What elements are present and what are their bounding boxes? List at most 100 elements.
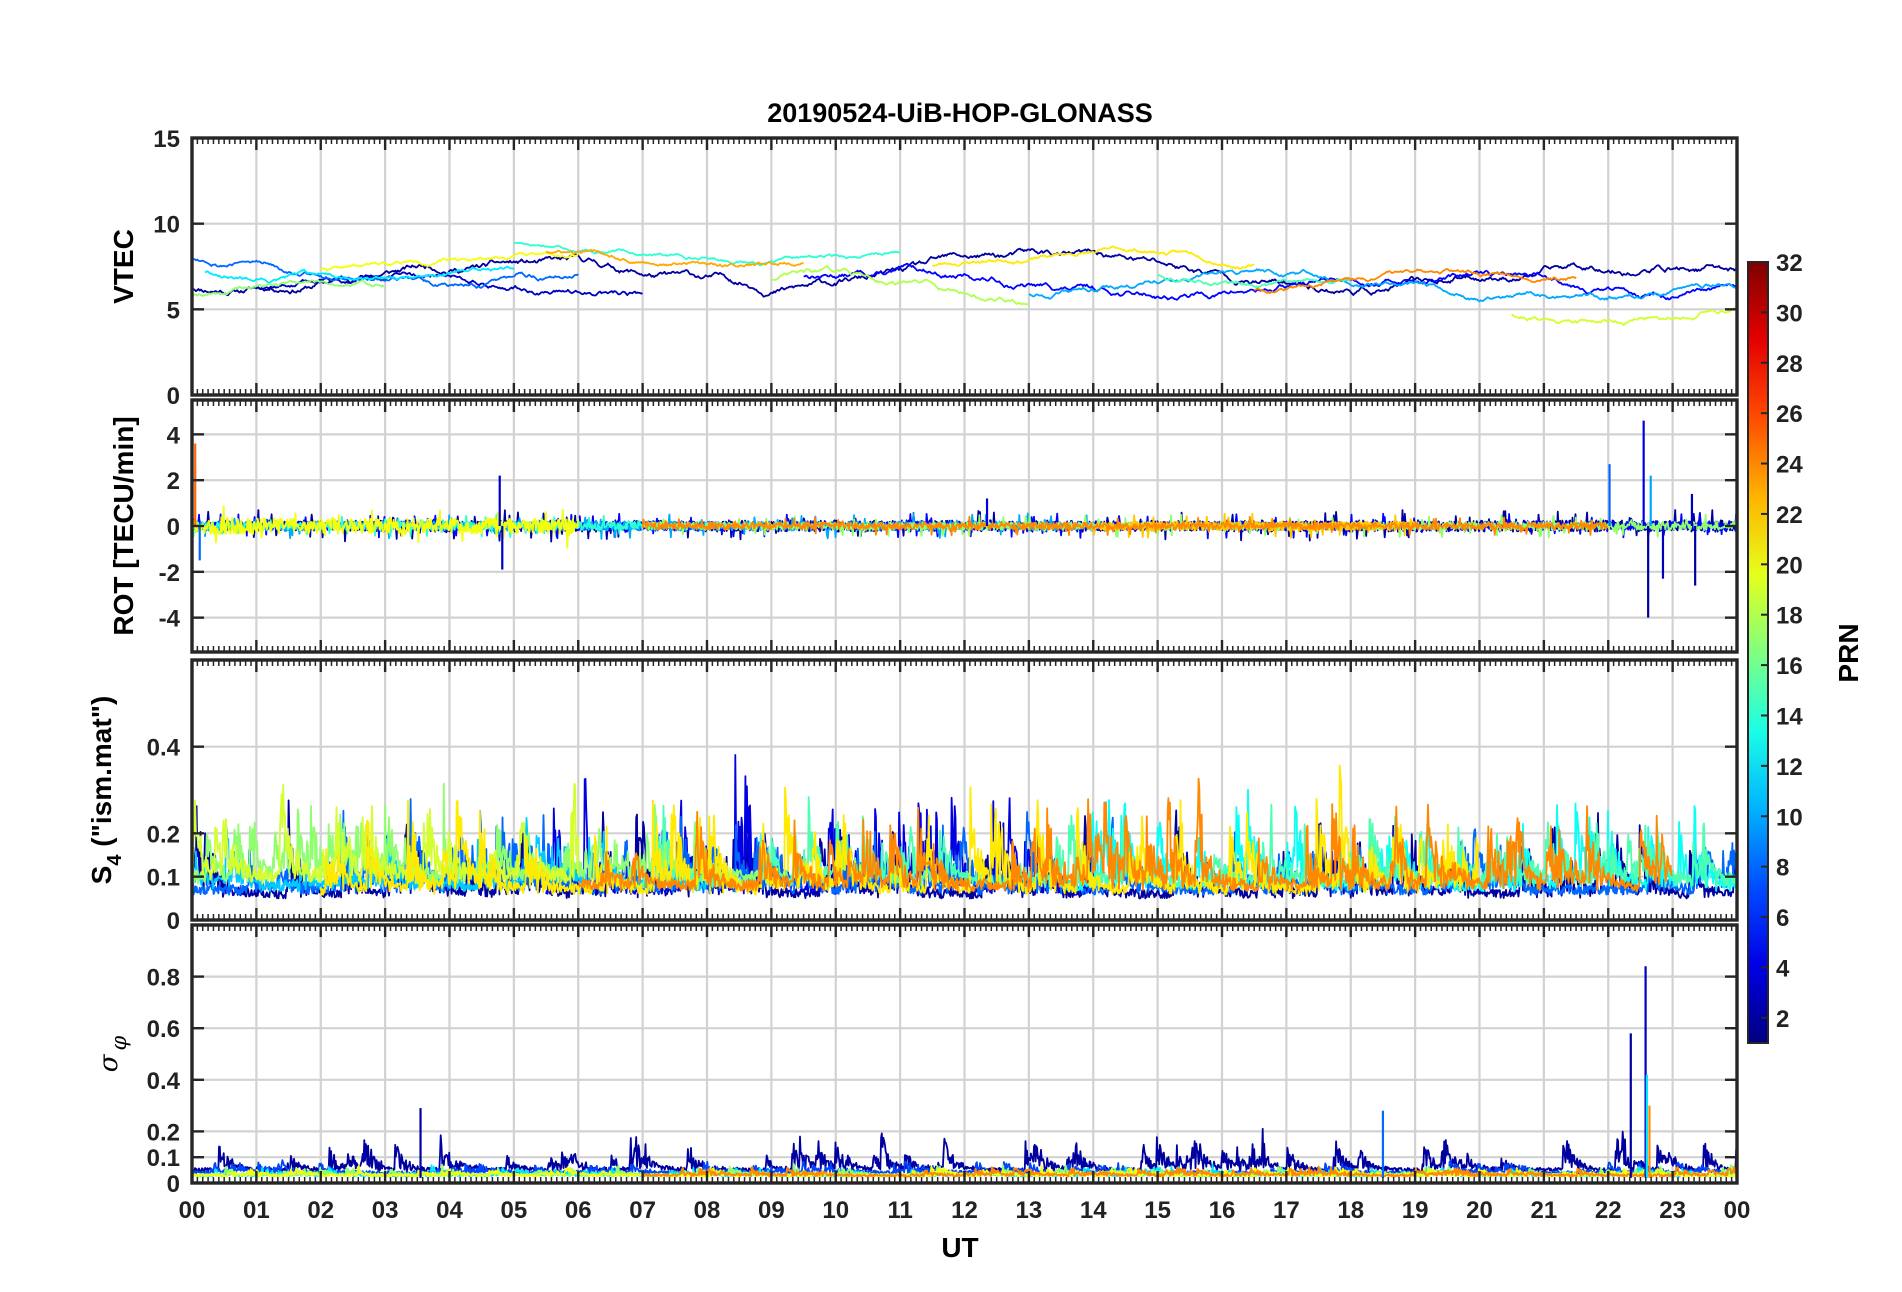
series-prn-5 bbox=[803, 262, 1737, 301]
y-axis-label: VTEC bbox=[108, 229, 139, 304]
colorbar-tick-label: 12 bbox=[1776, 754, 1803, 781]
x-tick-label: 22 bbox=[1595, 1197, 1622, 1224]
y-tick-label: -4 bbox=[159, 606, 181, 633]
panel-s4: 0 0.1 0.2 0.4 S4 ("ism.mat") bbox=[86, 658, 1739, 935]
y-axis-label: S4 ("ism.mat") bbox=[86, 696, 126, 885]
y-tick-label: 0.4 bbox=[147, 1068, 181, 1095]
series-prn-8 bbox=[192, 258, 579, 289]
y-label-sub: φ bbox=[107, 1035, 131, 1050]
series-prn-24 bbox=[641, 515, 1609, 537]
y-tick-label: 0.6 bbox=[147, 1016, 180, 1043]
colorbar-bar bbox=[1747, 261, 1769, 1044]
y-tick-label: 0.2 bbox=[147, 821, 180, 848]
series-prn-18 bbox=[770, 264, 1029, 306]
series-prn-10 bbox=[1028, 268, 1737, 303]
x-tick-label: 13 bbox=[1016, 1197, 1043, 1224]
series-prn-23 bbox=[545, 249, 804, 268]
x-ticks-s4 bbox=[190, 660, 1739, 920]
colorbar-tick-label: 28 bbox=[1776, 351, 1803, 378]
colorbar-tick-label: 16 bbox=[1776, 653, 1803, 680]
y-tick-label: 0 bbox=[167, 383, 180, 410]
series-prn-15 bbox=[1157, 273, 1352, 289]
x-tick-label: 07 bbox=[629, 1197, 656, 1224]
x-ticks-sigma bbox=[190, 925, 1739, 1183]
y-tick-label: 0 bbox=[167, 514, 180, 541]
y-tick-label: 10 bbox=[153, 212, 180, 239]
x-tick-label: 01 bbox=[243, 1197, 270, 1224]
colorbar-tick-label: 8 bbox=[1776, 855, 1789, 882]
y-tick-label: 4 bbox=[167, 422, 181, 449]
y-tick-label: 0 bbox=[167, 1171, 180, 1198]
x-tick-label: 21 bbox=[1531, 1197, 1558, 1224]
x-tick-label: 17 bbox=[1273, 1197, 1300, 1224]
x-ticks-vtec bbox=[190, 138, 1739, 395]
series-prn-24 bbox=[642, 1165, 1737, 1178]
x-tick-label: 12 bbox=[951, 1197, 978, 1224]
x-tick-labels: 00 01 02 03 04 05 06 07 08 09 10 11 12 13 14 15 16 17 18 19… bbox=[179, 1197, 1751, 1224]
y-axis-label: σφ bbox=[94, 1035, 131, 1072]
y-tick-label: 0.1 bbox=[147, 1145, 180, 1172]
x-tick-label: 16 bbox=[1209, 1197, 1236, 1224]
y-label-rest: ("ism.mat") bbox=[86, 696, 117, 855]
y-tick-label: 5 bbox=[167, 297, 180, 324]
x-tick-label: 20 bbox=[1466, 1197, 1493, 1224]
data-rot bbox=[192, 420, 1737, 618]
series-prn-24 bbox=[1254, 267, 1577, 295]
colorbar-tick-label: 26 bbox=[1776, 401, 1803, 428]
x-tick-label: 18 bbox=[1337, 1197, 1364, 1224]
x-tick-label: 15 bbox=[1144, 1197, 1171, 1224]
x-ticks-rot bbox=[190, 400, 1739, 652]
colorbar-label: PRN bbox=[1833, 623, 1864, 682]
colorbar-tick-label: 32 bbox=[1776, 250, 1803, 277]
colorbar-tick-label: 10 bbox=[1776, 804, 1803, 831]
x-tick-label: 05 bbox=[501, 1197, 528, 1224]
series-prn-2 bbox=[192, 247, 1737, 298]
series-prn-2 bbox=[192, 799, 1737, 900]
series-prn-21 bbox=[319, 764, 1480, 896]
series-prn-19 bbox=[192, 782, 580, 885]
panel-rot: -4 -2 0 2 4 ROT [TECU/min] bbox=[108, 398, 1739, 654]
colorbar-tick-label: 4 bbox=[1776, 955, 1790, 982]
x-tick-label: 00 bbox=[179, 1197, 206, 1224]
series-prn-20 bbox=[320, 251, 579, 272]
x-tick-label: 09 bbox=[758, 1197, 785, 1224]
colorbar-tick-label: 24 bbox=[1776, 452, 1803, 479]
panel-sigma: 00.10.2 0.4 0.6 0.8 σφ 00 01 02 03 04 05 06 07 08 09 10… bbox=[94, 923, 1751, 1224]
x-tick-label: 11 bbox=[887, 1197, 912, 1224]
y-label-main: σ bbox=[94, 1053, 124, 1072]
colorbar-tick-label: 22 bbox=[1776, 502, 1803, 529]
y-tick-label: 0 bbox=[167, 908, 180, 935]
x-tick-label: 19 bbox=[1402, 1197, 1429, 1224]
x-tick-label: 02 bbox=[307, 1197, 334, 1224]
y-label-main: S bbox=[86, 866, 117, 885]
series-prn-17 bbox=[192, 279, 385, 297]
series-prn-12 bbox=[204, 265, 515, 285]
colorbar-tick-label: 2 bbox=[1776, 1006, 1789, 1033]
colorbar-tick-label: 6 bbox=[1776, 905, 1789, 932]
colorbar-tick-label: 18 bbox=[1776, 603, 1803, 630]
y-tick-label: 0.4 bbox=[147, 735, 181, 762]
y-tick-label: -2 bbox=[159, 560, 180, 587]
x-tick-label: 03 bbox=[372, 1197, 399, 1224]
series-prn-24 bbox=[577, 777, 1673, 892]
y-label-sub: 4 bbox=[104, 854, 126, 866]
series-prn-20 bbox=[192, 505, 580, 549]
series-prn-19 bbox=[1511, 305, 1737, 327]
data-s4 bbox=[192, 754, 1737, 900]
colorbar-tick-label: 20 bbox=[1776, 552, 1803, 579]
panel-vtec: 0 5 10 15 VTEC bbox=[108, 126, 1739, 410]
x-tick-label: 04 bbox=[436, 1197, 463, 1224]
y-tick-label: 15 bbox=[153, 126, 180, 153]
y-tick-label: 0.1 bbox=[147, 865, 180, 892]
y-axis-label: ROT [TECU/min] bbox=[108, 416, 139, 635]
series-prn-3 bbox=[256, 271, 643, 297]
x-tick-label: 08 bbox=[694, 1197, 721, 1224]
x-tick-label: 10 bbox=[822, 1197, 849, 1224]
x-axis-label: UT bbox=[941, 1232, 978, 1263]
colorbar-tick-label: 30 bbox=[1776, 300, 1803, 327]
data-vtec bbox=[192, 241, 1737, 327]
x-tick-label: 23 bbox=[1659, 1197, 1686, 1224]
